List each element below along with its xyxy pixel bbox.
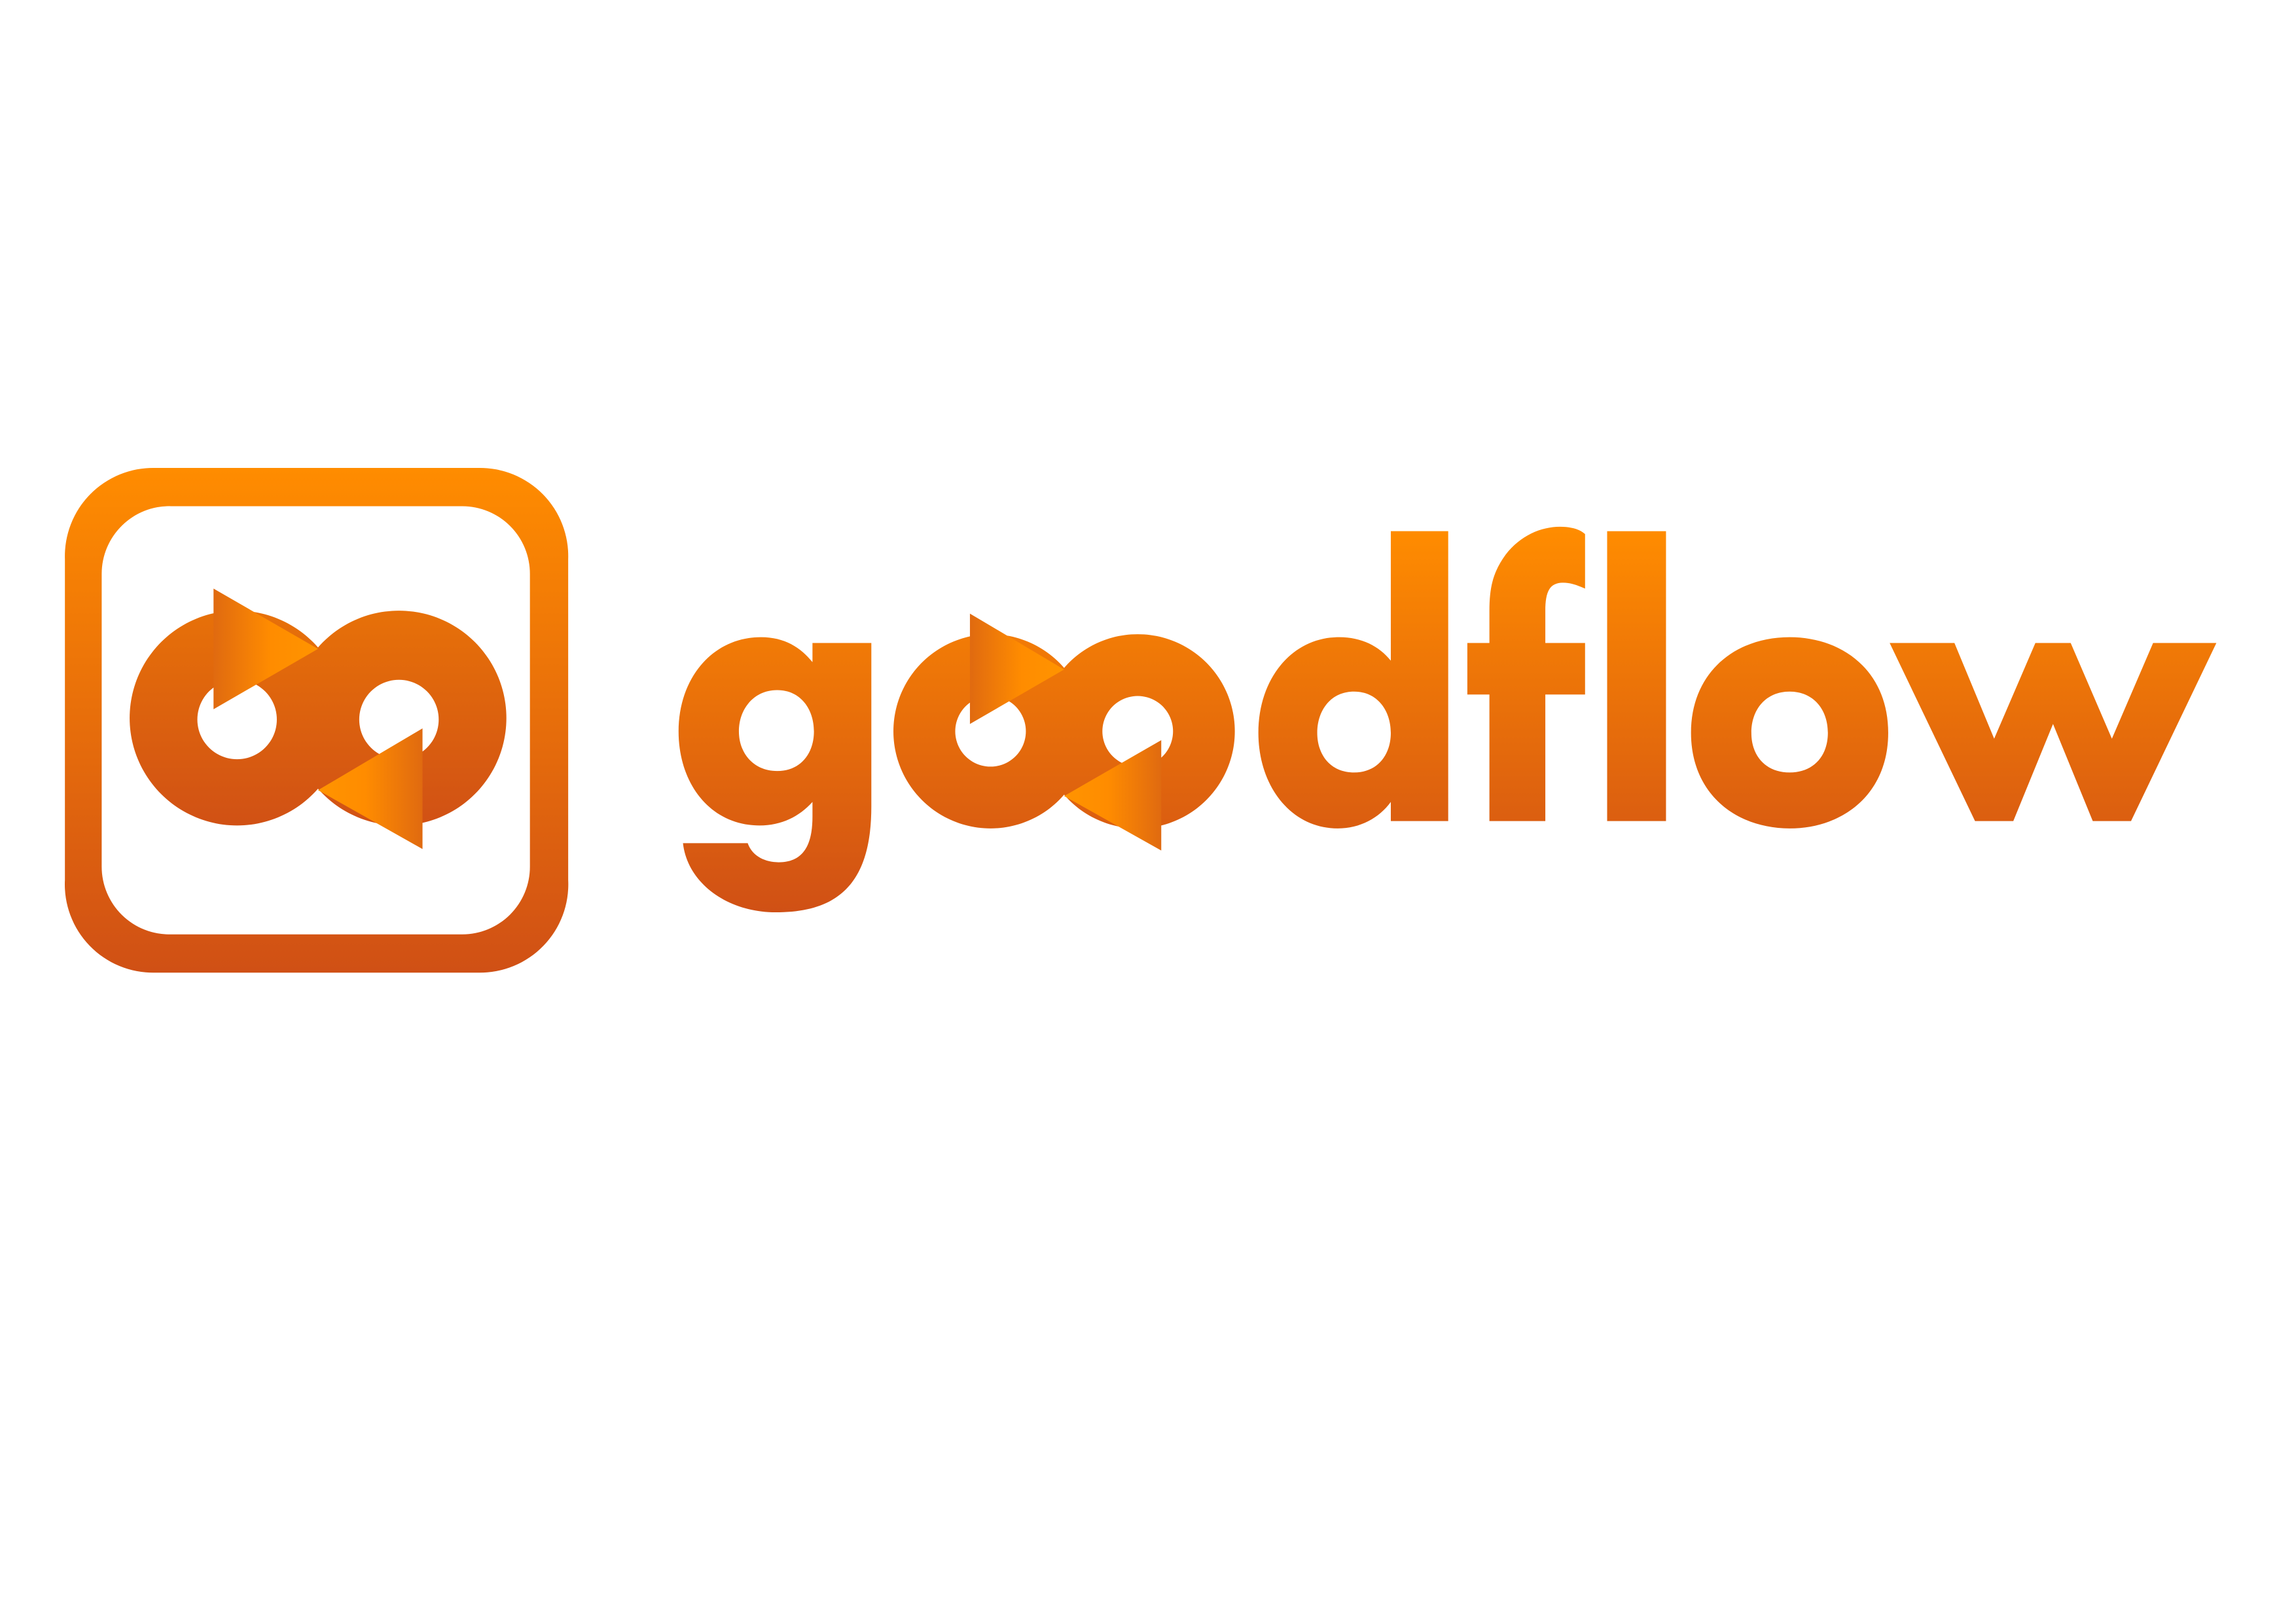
letter-w <box>1890 643 2217 821</box>
letter-g <box>678 637 872 913</box>
wordmark-infinity-loop-arrows-icon <box>893 613 1235 851</box>
letter-o <box>1691 637 1888 829</box>
icon-loop-right <box>291 611 507 826</box>
letter-d <box>1258 531 1448 829</box>
wordmark-loop-right <box>1040 634 1235 829</box>
wordmark <box>678 526 2217 913</box>
letter-l <box>1607 531 1666 821</box>
icon-arrow-right <box>213 588 318 709</box>
icon-frame <box>64 467 569 973</box>
wordmark-arrow-left <box>1064 740 1162 851</box>
icon-arrow-left <box>317 728 423 849</box>
infinity-loop-arrows-icon <box>130 588 507 849</box>
app-icon <box>64 467 569 973</box>
wordmark-arrow-right <box>969 613 1064 724</box>
letter-f <box>1467 526 1585 821</box>
